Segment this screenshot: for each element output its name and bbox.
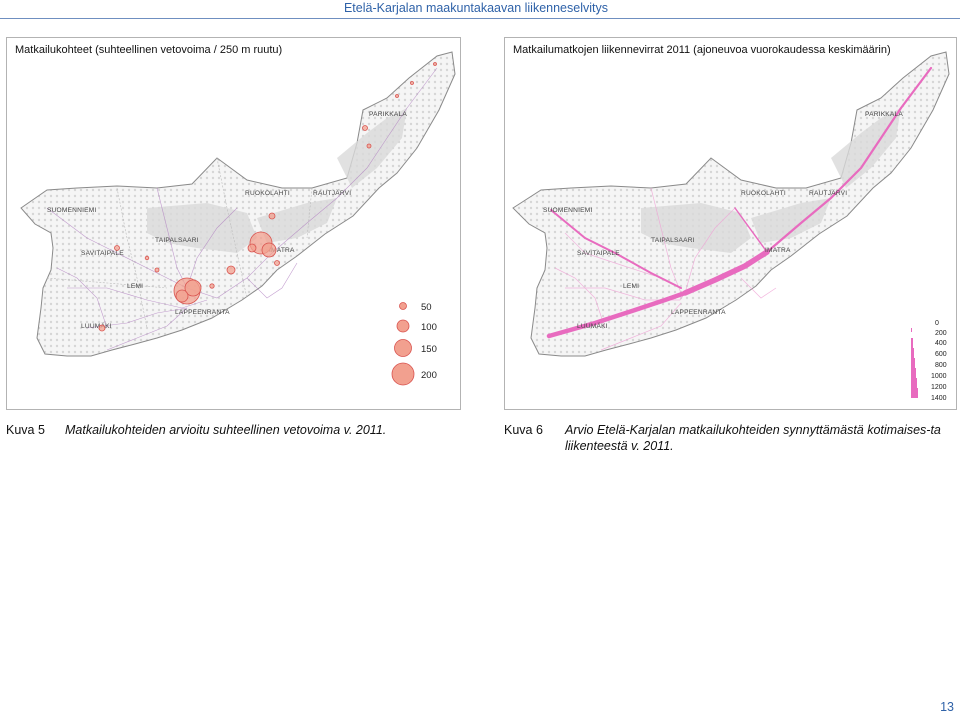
map-panel-attractions: PARIKKALA RUOKOLAHTI RAUTJÄRVI SUOMENNIE… <box>6 37 461 410</box>
caption-text-6: Arvio Etelä-Karjalan matkailukohteiden s… <box>565 423 941 453</box>
place-luumaki: LUUMÄKI <box>577 322 608 330</box>
place-savitaipale: SAVITAIPALE <box>81 250 124 257</box>
map-title-attractions: Matkailukohteet (suhteellinen vetovoima … <box>15 44 283 56</box>
legend-150: 150 <box>421 344 437 355</box>
traffic-flow-map: PARIKKALA RUOKOLAHTI RAUTJÄRVI SUOMENNIE… <box>512 51 950 402</box>
legend-100: 100 <box>421 322 437 333</box>
legend-800: 800 <box>935 362 947 369</box>
place-lappeenranta: LAPPEENRANTA <box>175 309 230 316</box>
place-savitaipale: SAVITAIPALE <box>577 250 620 257</box>
place-lemi: LEMI <box>127 283 143 290</box>
caption-label-6: Kuva 6 <box>504 423 543 437</box>
place-rautjarvi: RAUTJÄRVI <box>809 189 847 197</box>
place-ruokolahti: RUOKOLAHTI <box>741 190 786 197</box>
legend-50: 50 <box>421 302 432 313</box>
municipality-borders <box>46 157 313 329</box>
map-panel-traffic-flows: PARIKKALA RUOKOLAHTI RAUTJÄRVI SUOMENNIE… <box>504 37 957 410</box>
place-parikkala: PARIKKALA <box>369 111 407 118</box>
forest-area <box>641 108 901 253</box>
attractions-map: PARIKKALA RUOKOLAHTI RAUTJÄRVI SUOMENNIE… <box>20 51 456 386</box>
caption-text-5: Matkailukohteiden arvioitu suhteellinen … <box>65 423 387 437</box>
page-number: 13 <box>940 700 954 714</box>
legend-600: 600 <box>935 351 947 358</box>
place-suomenniemi: SUOMENNIEMI <box>543 207 592 214</box>
legend-200: 200 <box>935 330 947 337</box>
legend-200: 200 <box>421 370 437 381</box>
place-labels: PARIKKALA RUOKOLAHTI RAUTJÄRVI SUOMENNIE… <box>543 111 903 330</box>
map-title-traffic-flows: Matkailumatkojen liikennevirrat 2011 (aj… <box>513 44 891 56</box>
attraction-circles <box>98 62 437 332</box>
place-parikkala: PARIKKALA <box>865 111 903 118</box>
header-rule <box>0 18 960 19</box>
place-rautjarvi: RAUTJÄRVI <box>313 189 351 197</box>
place-suomenniemi: SUOMENNIEMI <box>47 207 96 214</box>
place-labels: PARIKKALA RUOKOLAHTI RAUTJÄRVI SUOMENNIE… <box>47 111 407 330</box>
legend-1400: 1400 <box>931 395 947 402</box>
major-flows <box>546 66 933 339</box>
region-outline <box>20 51 456 357</box>
size-legend: 50 100 150 200 <box>391 302 437 386</box>
place-taipalsaari: TAIPALSAARI <box>651 237 695 244</box>
legend-1200: 1200 <box>931 384 947 391</box>
place-lemi: LEMI <box>623 283 639 290</box>
road-network <box>46 67 438 351</box>
legend-400: 400 <box>935 340 947 347</box>
place-lappeenranta: LAPPEENRANTA <box>671 309 726 316</box>
place-luumaki: LUUMÄKI <box>81 322 112 330</box>
place-taipalsaari: TAIPALSAARI <box>155 237 199 244</box>
legend-1000: 1000 <box>931 373 947 380</box>
place-imatra: IMATRA <box>269 247 295 254</box>
place-ruokolahti: RUOKOLAHTI <box>245 190 290 197</box>
forest-area <box>147 108 407 253</box>
caption-label-5: Kuva 5 <box>6 423 45 437</box>
region-outline <box>512 51 950 357</box>
minor-flows <box>554 187 777 351</box>
flow-legend: 0 200 400 600 800 1000 1200 1400 <box>911 320 947 402</box>
legend-0: 0 <box>935 320 939 327</box>
document-header: Etelä-Karjalan maakuntakaavan liikennese… <box>343 1 608 15</box>
place-imatra: IMATRA <box>765 247 791 254</box>
